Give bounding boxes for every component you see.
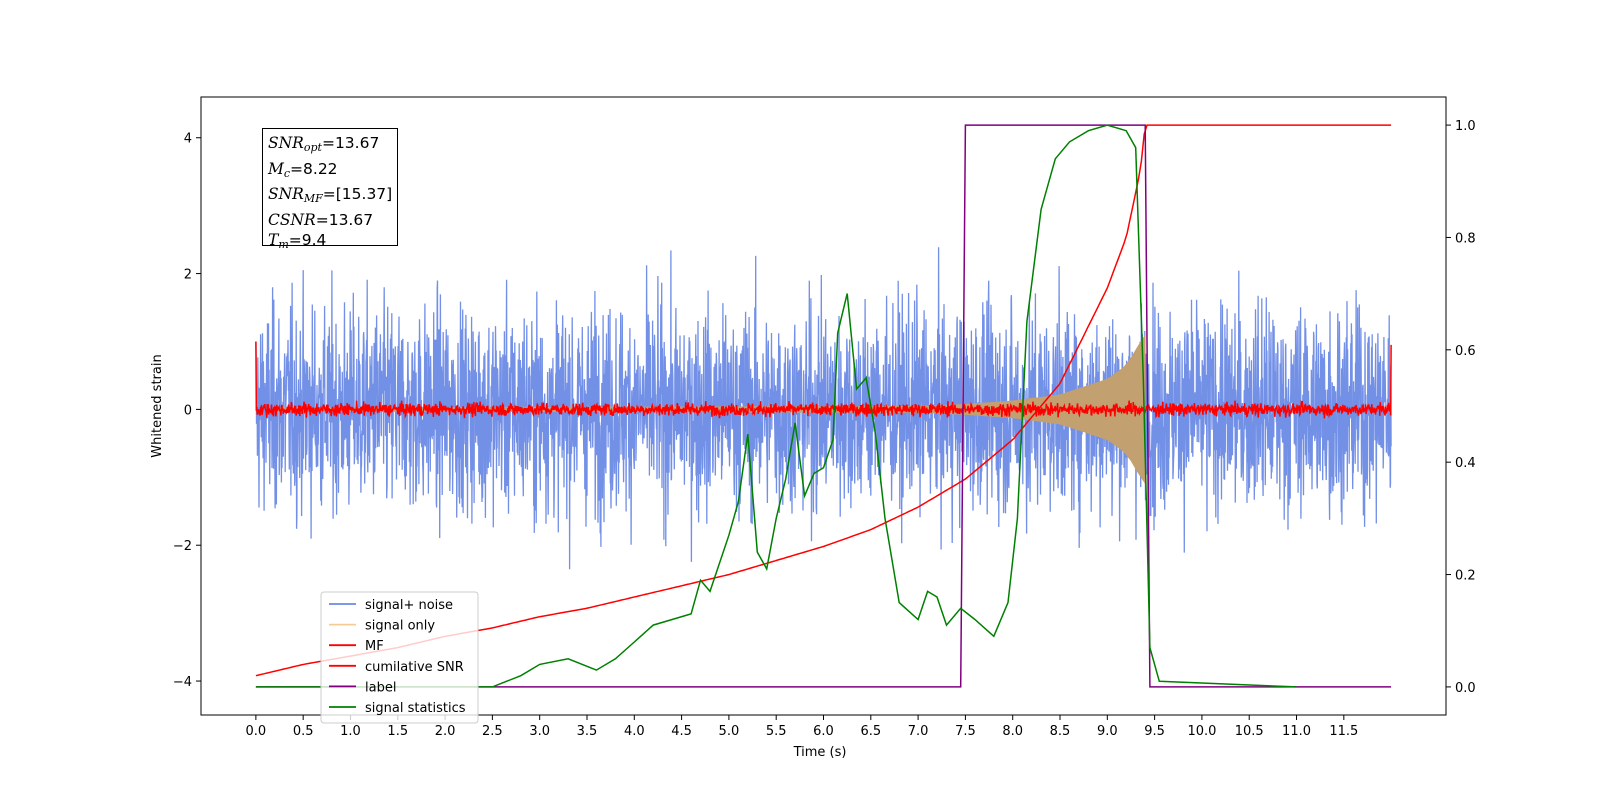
- x-tick-label: 8.5: [1050, 724, 1071, 739]
- y-right-tick-label: 0.8: [1455, 231, 1476, 246]
- stats-line-tm: Tm=9.4: [268, 231, 327, 251]
- legend-label: signal only: [365, 619, 435, 634]
- y-left-tick-label: 0: [184, 403, 192, 418]
- y-left-tick-label: −2: [173, 539, 192, 554]
- legend-label: MF: [365, 639, 384, 654]
- x-tick-label: 8.0: [1002, 724, 1023, 739]
- stats-line-snr-opt: SNRopt=13.67: [268, 134, 380, 154]
- y-right-tick-label: 0.6: [1455, 344, 1476, 359]
- series-signal-noise: [255, 247, 1392, 570]
- stats-line-mc: Mc=8.22: [268, 159, 338, 180]
- series-signal-statistics: [255, 124, 1297, 688]
- y-axis-right: 0.0 0.2 0.4 0.6 0.8 1.0: [1446, 119, 1476, 696]
- legend-label: cumilative SNR: [365, 660, 464, 675]
- x-axis: 0.0 0.5 1.0 1.5 2.0 2.5 3.0 3.5 4.0 4.5 5.0 5.5 6.0 6…: [246, 715, 1358, 739]
- x-tick-label: 1.5: [387, 724, 408, 739]
- x-tick-label: 7.5: [955, 724, 976, 739]
- x-tick-label: 6.0: [813, 724, 834, 739]
- x-tick-label: 0.0: [246, 724, 267, 739]
- x-tick-label: 11.0: [1282, 724, 1311, 739]
- stats-annotation-box: SNRopt=13.67 Mc=8.22 SNRMF=[15.37] CSNR=…: [262, 128, 398, 251]
- legend-label: signal statistics: [365, 701, 466, 716]
- x-tick-label: 2.0: [435, 724, 456, 739]
- y-right-tick-label: 0.4: [1455, 456, 1476, 471]
- y-left-tick-label: −4: [173, 675, 192, 690]
- legend-label: signal+ noise: [365, 598, 453, 613]
- series-label: [255, 124, 1392, 688]
- stats-line-csnr: CSNR=13.67: [268, 210, 374, 229]
- x-tick-label: 9.0: [1097, 724, 1118, 739]
- y-left-tick-label: 4: [184, 132, 192, 147]
- x-tick-label: 6.5: [860, 724, 881, 739]
- x-tick-label: 9.5: [1144, 724, 1165, 739]
- x-tick-label: 1.0: [340, 724, 361, 739]
- x-tick-label: 4.5: [671, 724, 692, 739]
- y-right-tick-label: 1.0: [1455, 119, 1476, 134]
- x-tick-label: 5.5: [766, 724, 787, 739]
- x-tick-label: 7.0: [908, 724, 929, 739]
- x-tick-label: 11.5: [1329, 724, 1358, 739]
- x-tick-label: 10.5: [1235, 724, 1264, 739]
- y-right-tick-label: 0.2: [1455, 569, 1476, 584]
- x-tick-label: 3.5: [577, 724, 598, 739]
- x-tick-label: 4.0: [624, 724, 645, 739]
- x-axis-label: Time (s): [793, 745, 847, 760]
- x-tick-label: 5.0: [719, 724, 740, 739]
- stats-line-snr-mf: SNRMF=[15.37]: [268, 185, 393, 205]
- legend: signal+ noise signal only MF cumilative SNR…: [320, 591, 479, 724]
- y-right-tick-label: 0.0: [1455, 681, 1476, 696]
- legend-label: label: [365, 680, 396, 695]
- series-mf: [255, 341, 1392, 419]
- x-tick-label: 0.5: [293, 724, 314, 739]
- y-left-tick-label: 2: [184, 268, 192, 283]
- x-tick-label: 3.0: [529, 724, 550, 739]
- y-axis-label: Whitened strain: [150, 354, 165, 457]
- y-axis-left: −4 −2 0 2 4: [173, 132, 201, 690]
- legend-box: [320, 591, 479, 724]
- x-tick-label: 2.5: [482, 724, 503, 739]
- x-tick-label: 10.0: [1187, 724, 1216, 739]
